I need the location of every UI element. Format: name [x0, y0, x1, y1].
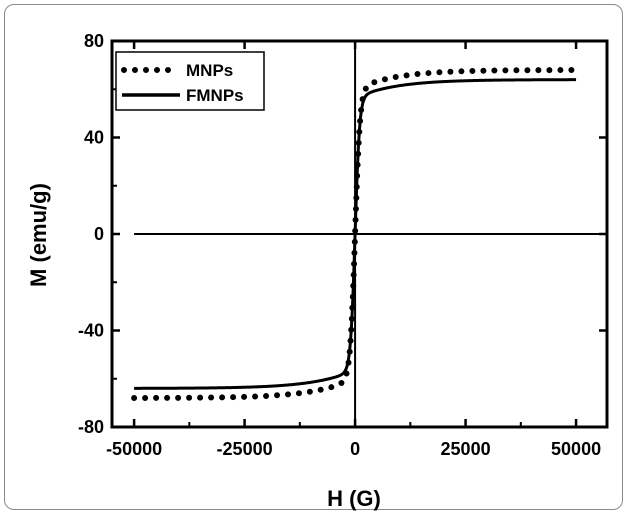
y-tick-label: 80: [84, 31, 104, 51]
x-tick-label: 25000: [441, 439, 491, 459]
legend-label-fmnps: FMNPs: [186, 86, 244, 105]
legend: MNPs FMNPs: [115, 51, 265, 111]
series-mnps-curve: [131, 67, 580, 401]
x-tick-label: 0: [350, 439, 360, 459]
x-tick-label: -25000: [217, 439, 273, 459]
x-tick-label: -50000: [106, 439, 162, 459]
series-fmnps-curve: [134, 78, 577, 390]
y-tick-label: 40: [84, 128, 104, 148]
y-axis-title: M (emu/g): [26, 183, 51, 287]
legend-box: [115, 51, 265, 111]
axes: -50000 -25000 0 25000 50000 80 40 0 -40 -80: [78, 31, 609, 459]
y-tick-label: 0: [94, 224, 104, 244]
x-tick-label: 50000: [551, 439, 601, 459]
y-tick-label: -80: [78, 417, 104, 437]
legend-label-mnps: MNPs: [186, 61, 233, 80]
plot-area: [131, 41, 603, 427]
x-axis-title: H (G): [327, 486, 381, 511]
y-tick-label: -40: [78, 321, 104, 341]
